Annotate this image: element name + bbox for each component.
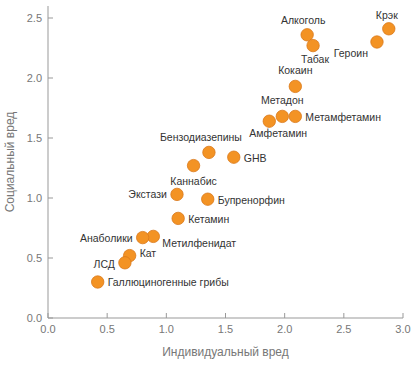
point [203, 146, 215, 158]
x-tick [284, 313, 285, 318]
x-tick [48, 313, 49, 318]
x-tick-label: 0.5 [100, 323, 115, 335]
y-tick-label: 1.5 [27, 132, 42, 144]
y-axis-title: Социальный вред [3, 112, 17, 213]
point-label: GHB [244, 152, 267, 164]
y-tick [48, 318, 53, 319]
point [307, 39, 319, 51]
y-tick [48, 198, 53, 199]
point-label: Галлюциногенные грибы [108, 276, 229, 288]
point-label: Амфетамин [249, 127, 307, 139]
point [136, 231, 148, 243]
point-label: Каннабис [170, 175, 217, 187]
point-label: Табак [301, 53, 329, 65]
point-label: Бупренорфин [218, 194, 285, 206]
point [187, 159, 199, 171]
point [119, 257, 131, 269]
x-tick-label: 3.0 [395, 323, 410, 335]
x-tick-label: 1.0 [159, 323, 174, 335]
x-tick-label: 0.0 [40, 323, 55, 335]
y-tick [48, 258, 53, 259]
x-tick [343, 313, 344, 318]
points [92, 23, 396, 289]
point-label: Кат [140, 247, 157, 259]
scatter-chart: 0.0 0.5 1.0 1.5 2.0 2.5 3.0 0.0 0.5 1.0 1.5 2.0 2.5 И… [0, 0, 419, 370]
point-label: Метадон [261, 94, 304, 106]
point-label: Кетамин [188, 213, 229, 225]
y-tick-label: 0.0 [27, 312, 42, 324]
point [263, 115, 275, 127]
y-axis-line [48, 6, 49, 318]
point-label: Бензодиазепины [160, 131, 242, 143]
x-tick-label: 2.5 [336, 323, 351, 335]
point [289, 80, 301, 92]
point-label: Экстази [128, 188, 167, 200]
point-label: Метамфетамин [305, 111, 381, 123]
point [92, 276, 104, 288]
point-label: Кокаин [278, 64, 312, 76]
y-tick-label: 1.0 [27, 192, 42, 204]
y-tick-label: 2.5 [27, 12, 42, 24]
point-label: ЛСД [94, 258, 115, 270]
y-tick-label: 0.5 [27, 252, 42, 264]
chart-container: 0.0 0.5 1.0 1.5 2.0 2.5 3.0 0.0 0.5 1.0 1.5 2.0 2.5 И… [0, 0, 419, 370]
point [276, 110, 288, 122]
x-tick [107, 313, 108, 318]
point [228, 151, 240, 163]
point [171, 188, 183, 200]
point [172, 212, 184, 224]
point-label: Алкоголь [281, 14, 326, 26]
y-tick [48, 78, 53, 79]
point [202, 193, 214, 205]
y-tick [48, 18, 53, 19]
point [289, 110, 301, 122]
y-tick-label: 2.0 [27, 72, 42, 84]
x-tick-label: 1.5 [218, 323, 233, 335]
point [383, 23, 395, 35]
point [371, 36, 383, 48]
point-label: Метилфенидат [162, 237, 236, 249]
x-tick [225, 313, 226, 318]
y-tick [48, 138, 53, 139]
point-label: Анаболики [80, 232, 133, 244]
x-tick-label: 2.0 [277, 323, 292, 335]
x-axis-title: Индивидуальный вред [162, 345, 289, 359]
x-tick [403, 313, 404, 318]
point-label: Героин [334, 47, 368, 59]
point [301, 29, 313, 41]
point-label: Крэк [376, 9, 398, 21]
x-tick [166, 313, 167, 318]
